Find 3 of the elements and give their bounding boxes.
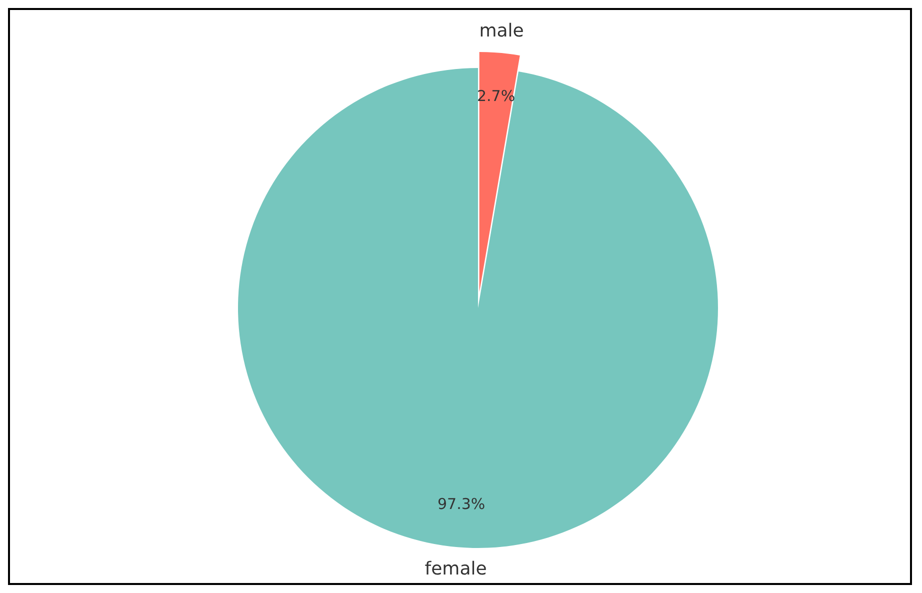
slice-label: female (424, 558, 487, 580)
data-label: 97.3% (438, 495, 486, 514)
slice-label: male (479, 20, 524, 42)
